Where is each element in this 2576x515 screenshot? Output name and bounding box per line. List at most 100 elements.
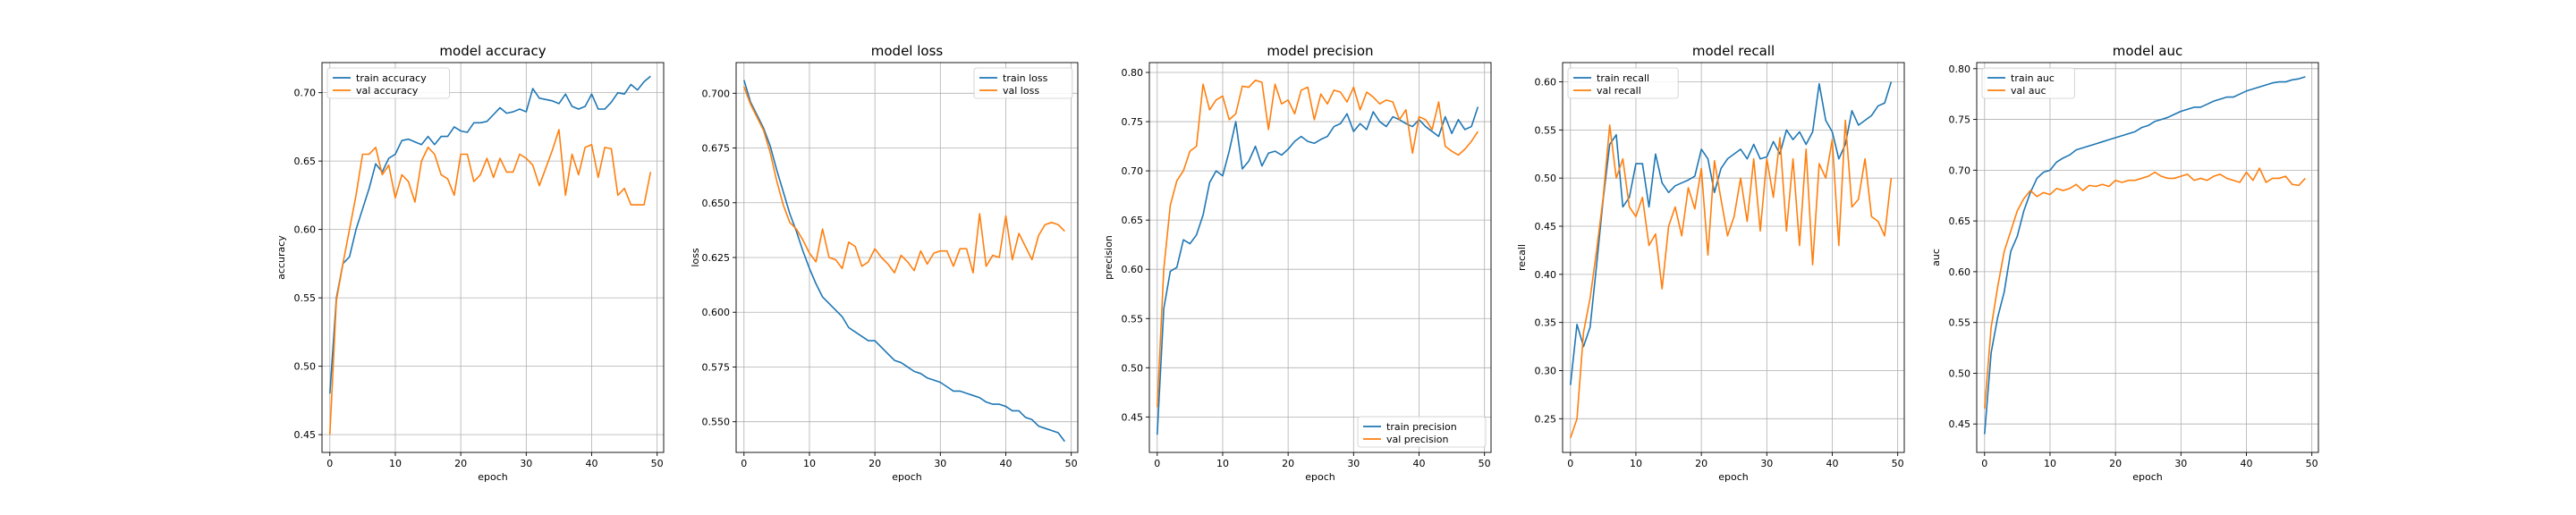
chart-panel-2: 0 10 20 30 40 50 0.45 0.50 0.55 0.60 0.65 0.70 0.75 0… (1103, 43, 1492, 483)
series-line-val-recall (1570, 119, 1893, 439)
series-line-train-accuracy (328, 75, 651, 394)
y-axis-label: precision (1103, 235, 1114, 280)
x-axis-label: epoch (892, 471, 922, 483)
legend-entry: val auc (2011, 85, 2046, 97)
x-tick-label: 30 (934, 458, 946, 469)
y-tick-label: 0.70 (294, 88, 317, 99)
x-tick-label: 20 (1282, 458, 1294, 469)
x-axis-label: epoch (2132, 471, 2163, 483)
series-line-val-accuracy (328, 129, 652, 435)
y-axis-label: auc (1930, 249, 1942, 266)
legend-entry: val recall (1597, 85, 1641, 97)
legend-box (1567, 67, 1679, 99)
y-tick-label: 0.700 (702, 88, 731, 99)
y-tick-label: 0.625 (702, 252, 731, 264)
chart-title: model precision (1267, 43, 1373, 59)
y-tick-label: 0.55 (1535, 124, 1557, 136)
chart-panel-1: 0 10 20 30 40 50 0.550 0.575 0.600 0.625 0.650 0.67… (690, 43, 1079, 483)
x-tick-label: 20 (869, 458, 881, 469)
x-tick-label: 0 (1154, 458, 1160, 469)
chart-panel-3: 0 10 20 30 40 50 0.25 0.30 0.35 0.40 0.45 0.50 0.55 0… (1516, 43, 1905, 483)
y-tick-label: 0.60 (1122, 264, 1144, 275)
y-tick-label: 0.50 (1122, 362, 1144, 374)
y-tick-label: 0.50 (294, 361, 317, 373)
x-tick-label: 20 (454, 458, 467, 469)
chart-panel-0: 0 10 20 30 40 50 0.45 0.50 0.55 0.60 0.65 0.70 model… (275, 43, 665, 483)
y-tick-label: 0.55 (1122, 313, 1144, 325)
axes-frame (1562, 62, 1905, 453)
y-tick-label: 0.65 (1949, 215, 1971, 227)
x-tick-label: 40 (586, 458, 598, 469)
x-tick-label: 40 (1413, 458, 1426, 469)
x-tick-label: 30 (520, 458, 532, 469)
series-line-train-precision (1156, 106, 1479, 435)
series-line-train-loss (743, 80, 1066, 443)
y-tick-label: 0.60 (1535, 77, 1557, 89)
y-tick-label: 0.60 (1949, 266, 1971, 278)
axes-frame (1976, 62, 2319, 453)
y-tick-label: 0.50 (1535, 173, 1557, 184)
axes-frame (1148, 62, 1492, 453)
y-tick-label: 0.55 (294, 292, 317, 304)
chart-title: model loss (871, 43, 944, 59)
legend-entry: train loss (1003, 72, 1048, 84)
y-tick-label: 0.80 (1122, 67, 1144, 79)
y-tick-label: 0.55 (1949, 317, 1971, 329)
x-tick-label: 0 (326, 458, 333, 469)
y-tick-label: 0.675 (702, 143, 731, 155)
y-tick-label: 0.75 (1949, 114, 1971, 126)
x-tick-label: 30 (2174, 458, 2187, 469)
x-tick-label: 50 (2306, 458, 2318, 469)
y-tick-label: 0.25 (1535, 413, 1557, 425)
x-tick-label: 50 (1065, 458, 1078, 469)
x-tick-label: 10 (1216, 458, 1229, 469)
y-tick-label: 0.550 (702, 417, 731, 428)
x-tick-label: 0 (1567, 458, 1573, 469)
chart-title: model accuracy (439, 43, 546, 59)
x-tick-label: 30 (1347, 458, 1360, 469)
chart-title: model recall (1692, 43, 1775, 59)
y-axis-label: recall (1516, 244, 1528, 271)
x-tick-label: 50 (1479, 458, 1491, 469)
y-tick-label: 0.30 (1535, 365, 1557, 376)
x-tick-label: 10 (389, 458, 402, 469)
x-tick-label: 50 (651, 458, 664, 469)
series-line-train-auc (1983, 76, 2306, 435)
legend-entry: train recall (1597, 72, 1649, 84)
y-axis-label: accuracy (275, 235, 287, 280)
legend-box (326, 67, 450, 99)
y-tick-label: 0.575 (702, 361, 731, 373)
axes-frame (321, 62, 665, 453)
x-axis-label: epoch (1718, 471, 1749, 483)
x-tick-label: 0 (1981, 458, 1987, 469)
y-tick-label: 0.75 (1122, 116, 1144, 128)
x-axis-label: epoch (1305, 471, 1335, 483)
y-tick-label: 0.70 (1122, 165, 1144, 177)
y-tick-label: 0.45 (1122, 411, 1144, 423)
y-tick-label: 0.70 (1949, 165, 1971, 176)
y-axis-label: loss (690, 248, 701, 267)
chart-panel-4: 0 10 20 30 40 50 0.45 0.50 0.55 0.60 0.65 0.70 0.75 0… (1930, 43, 2319, 483)
legend-entry: val accuracy (356, 85, 419, 97)
y-tick-label: 0.50 (1949, 367, 1971, 379)
chart-title: model auc (2113, 43, 2182, 59)
legend-entry: val loss (1003, 85, 1039, 97)
legend-entry: train precision (1386, 421, 1457, 433)
x-axis-label: epoch (478, 471, 508, 483)
y-tick-label: 0.45 (1949, 418, 1971, 430)
y-tick-label: 0.45 (1535, 221, 1557, 232)
series-line-val-precision (1156, 80, 1479, 408)
y-tick-label: 0.35 (1535, 317, 1557, 329)
x-tick-label: 10 (2044, 458, 2056, 469)
x-tick-label: 40 (1826, 458, 1839, 469)
y-tick-label: 0.40 (1535, 269, 1557, 281)
x-tick-label: 20 (1695, 458, 1707, 469)
y-tick-label: 0.65 (1122, 215, 1144, 226)
legend-entry: train accuracy (356, 72, 427, 84)
legend-entry: train auc (2011, 72, 2055, 84)
